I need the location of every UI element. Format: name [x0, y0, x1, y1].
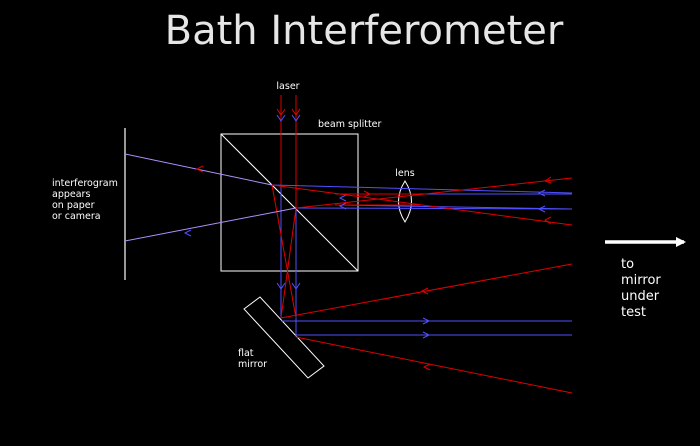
laser-label: laser	[276, 81, 299, 92]
to-mirror-label: to mirror under test	[621, 257, 661, 320]
svg-text:appears: appears	[52, 189, 90, 200]
svg-text:to: to	[621, 257, 634, 272]
svg-text:flat: flat	[238, 348, 254, 359]
svg-text:mirror: mirror	[238, 359, 267, 370]
svg-text:under: under	[621, 289, 660, 304]
lens-label: lens	[395, 168, 415, 179]
svg-text:interferogram: interferogram	[52, 178, 118, 189]
svg-text:test: test	[621, 305, 646, 320]
flat-mirror-label: flat mirror	[238, 348, 267, 370]
svg-text:on paper: on paper	[52, 200, 95, 211]
beam-splitter-label: beam splitter	[318, 119, 382, 130]
diagram-title: Bath Interferometer	[165, 8, 564, 54]
beam-splitter	[220, 133, 359, 272]
lens-shape	[398, 180, 412, 223]
svg-text:or camera: or camera	[52, 211, 101, 222]
interferogram-label: interferogram appears on paper or camera	[52, 178, 118, 222]
svg-text:mirror: mirror	[621, 273, 661, 288]
flat-mirror-shape	[243, 296, 325, 379]
beam-paths	[124, 95, 573, 394]
